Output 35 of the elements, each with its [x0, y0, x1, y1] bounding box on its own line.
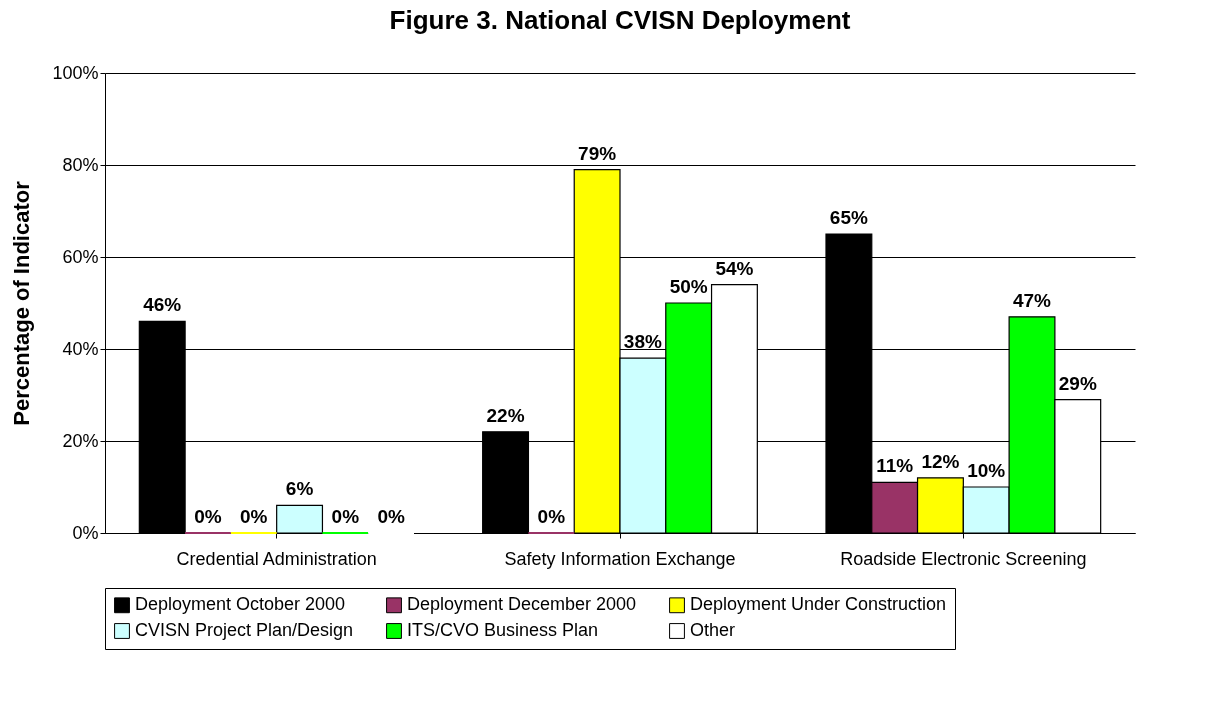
data-label: 79%: [578, 142, 617, 164]
legend-label: CVISN Project Plan/Design: [135, 620, 354, 640]
data-label: 22%: [486, 404, 525, 426]
data-label: 0%: [331, 506, 360, 527]
data-label: 11%: [876, 455, 914, 477]
y-tick-label: 60%: [62, 246, 99, 267]
data-label: 0%: [240, 506, 268, 527]
legend-label: Other: [690, 620, 736, 640]
x-tick-label: Roadside Electronic Screening: [840, 548, 1087, 569]
y-tick-label: 100%: [52, 62, 99, 83]
data-label: 50%: [669, 276, 708, 297]
y-tick-label: 20%: [62, 430, 99, 451]
data-label: 10%: [967, 460, 1006, 481]
data-label: 0%: [537, 506, 566, 527]
data-label: 29%: [1058, 372, 1097, 394]
legend-label: Deployment Under Construction: [690, 594, 947, 615]
data-label: 12%: [921, 450, 960, 472]
data-label: 0%: [377, 506, 405, 527]
data-label: 38%: [623, 331, 663, 353]
data-label: 65%: [829, 207, 869, 228]
y-tick-label: 40%: [62, 338, 99, 359]
x-tick-label: Safety Information Exchange: [504, 548, 736, 569]
data-label: 47%: [1012, 289, 1052, 311]
data-label: 6%: [285, 478, 314, 500]
data-label: 54%: [715, 257, 754, 279]
x-tick-label: Credential Administration: [176, 548, 377, 569]
legend-label: Deployment October 2000: [135, 594, 346, 615]
y-tick-label: 0%: [72, 522, 99, 543]
data-label: 46%: [143, 294, 182, 316]
legend-label: ITS/CVO Business Plan: [407, 620, 599, 640]
chart-title: Figure 3. National CVISN Deployment: [389, 5, 851, 35]
y-axis-title: Percentage of Indicator: [9, 180, 35, 426]
y-tick-label: 80%: [62, 154, 99, 175]
data-label: 0%: [194, 506, 222, 527]
legend-label: Deployment December 2000: [407, 594, 637, 615]
